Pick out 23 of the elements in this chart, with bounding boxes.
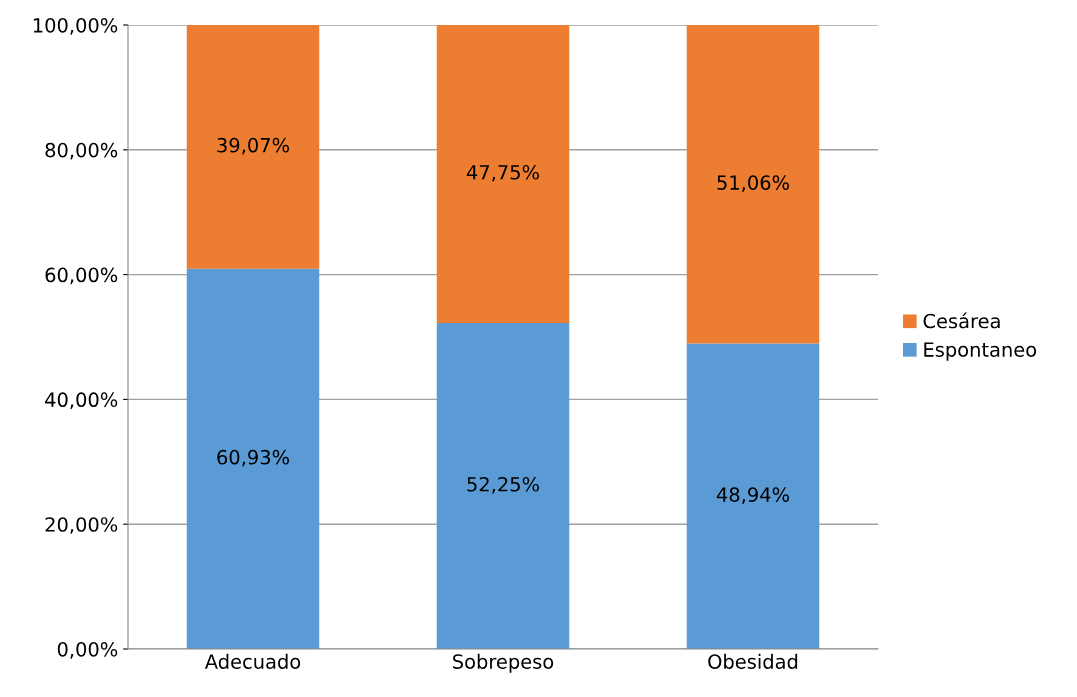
y-tick-label: 0,00% [57, 641, 118, 659]
bar [686, 343, 820, 649]
bar [186, 268, 320, 649]
data-label: 47,75% [466, 164, 539, 182]
y-tick-label: 60,00% [45, 267, 118, 285]
x-tick-label: Obesidad [708, 653, 798, 669]
y-tick-label: 20,00% [45, 517, 118, 534]
data-label: 39,07% [217, 137, 289, 155]
x-tick-label: Sobrepeso [453, 653, 554, 673]
y-tick-label: 80,00% [45, 142, 118, 160]
data-label: 48,94% [716, 487, 789, 504]
legend-label: Cesárea [923, 312, 1000, 329]
bar [436, 322, 570, 649]
x-tick-label: Adecuado [204, 653, 301, 669]
data-label: 51,06% [717, 175, 789, 192]
y-tick-label: 100,00% [33, 17, 118, 35]
bar [186, 25, 320, 269]
bar [686, 25, 820, 344]
y-tick-label: 40,00% [45, 392, 118, 410]
data-label: 60,93% [217, 449, 289, 467]
legend-label: Espontaneo [924, 342, 1037, 361]
data-label: 52,25% [467, 476, 539, 494]
bar [436, 25, 570, 323]
